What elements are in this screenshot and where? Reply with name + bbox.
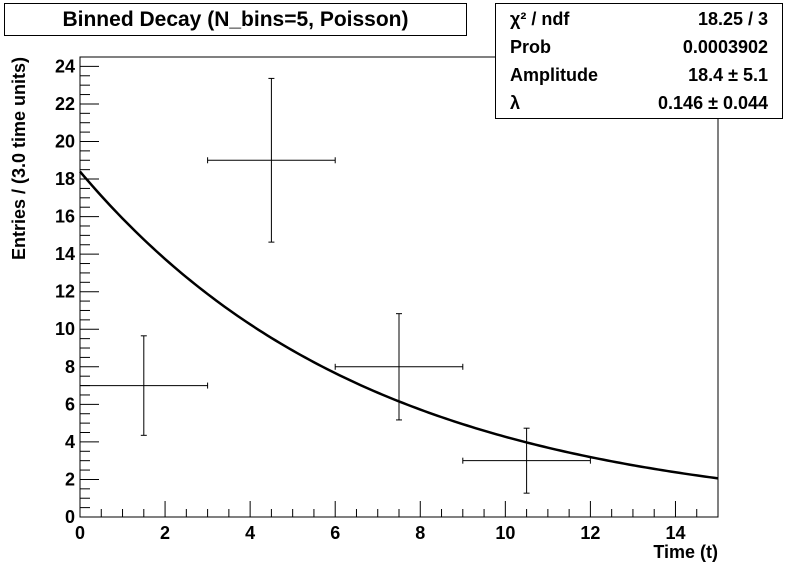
- data-points: [79, 77, 591, 494]
- plot-frame: [79, 56, 719, 518]
- data-point-4: [462, 427, 591, 494]
- x-axis-label: Time (t): [653, 542, 718, 562]
- y-tick-label: 18: [55, 169, 75, 189]
- y-tick-label: 24: [55, 56, 75, 76]
- y-tick-label: 12: [55, 282, 75, 302]
- stats-value-chi2: 18.25 / 3: [697, 9, 768, 29]
- y-tick-label: 6: [65, 394, 75, 414]
- y-axis-label: Entries / (3.0 time units): [9, 57, 29, 260]
- x-tick-label: 10: [495, 523, 515, 543]
- x-tick-label: 14: [665, 523, 685, 543]
- stats-value-prob: 0.0003902: [682, 37, 768, 57]
- stats-label-chi2: χ² / ndf: [510, 9, 570, 29]
- x-axis-ticks: [79, 501, 719, 517]
- stats-label-amplitude: Amplitude: [510, 65, 598, 85]
- stats-label-prob: Prob: [510, 37, 552, 57]
- x-tick-label: 4: [245, 523, 255, 543]
- x-axis-tick-labels: 0 2 4 6 8 10 12 14: [75, 523, 685, 543]
- y-tick-label: 8: [65, 357, 75, 377]
- stats-value-lambda: 0.146 ± 0.044: [658, 93, 768, 113]
- x-tick-label: 8: [415, 523, 425, 543]
- y-axis-ticks: [80, 56, 99, 518]
- stats-row-prob: Prob 0.0003902: [496, 34, 782, 61]
- y-tick-label: 22: [55, 94, 75, 114]
- x-tick-label: 0: [75, 523, 85, 543]
- chart-title: Binned Decay (N_bins=5, Poisson): [4, 3, 467, 36]
- y-tick-label: 10: [55, 319, 75, 339]
- data-point-3: [334, 313, 464, 421]
- stats-row-lambda: λ 0.146 ± 0.044: [496, 90, 782, 117]
- x-tick-label: 2: [160, 523, 170, 543]
- stats-row-amplitude: Amplitude 18.4 ± 5.1: [496, 62, 782, 89]
- y-tick-label: 4: [65, 432, 75, 452]
- data-point-1: [79, 335, 209, 436]
- fit-stats-box: χ² / ndf 18.25 / 3 Prob 0.0003902 Amplit…: [495, 3, 783, 119]
- x-tick-label: 6: [330, 523, 340, 543]
- data-point-2: [207, 77, 336, 243]
- y-tick-label: 0: [65, 507, 75, 527]
- y-tick-label: 20: [55, 131, 75, 151]
- y-tick-label: 16: [55, 207, 75, 227]
- y-tick-label: 2: [65, 469, 75, 489]
- y-tick-label: 14: [55, 244, 75, 264]
- stats-value-amplitude: 18.4 ± 5.1: [688, 65, 768, 85]
- stats-label-lambda: λ: [510, 93, 521, 113]
- stats-row-chi2: χ² / ndf 18.25 / 3: [496, 6, 782, 33]
- x-tick-label: 12: [580, 523, 600, 543]
